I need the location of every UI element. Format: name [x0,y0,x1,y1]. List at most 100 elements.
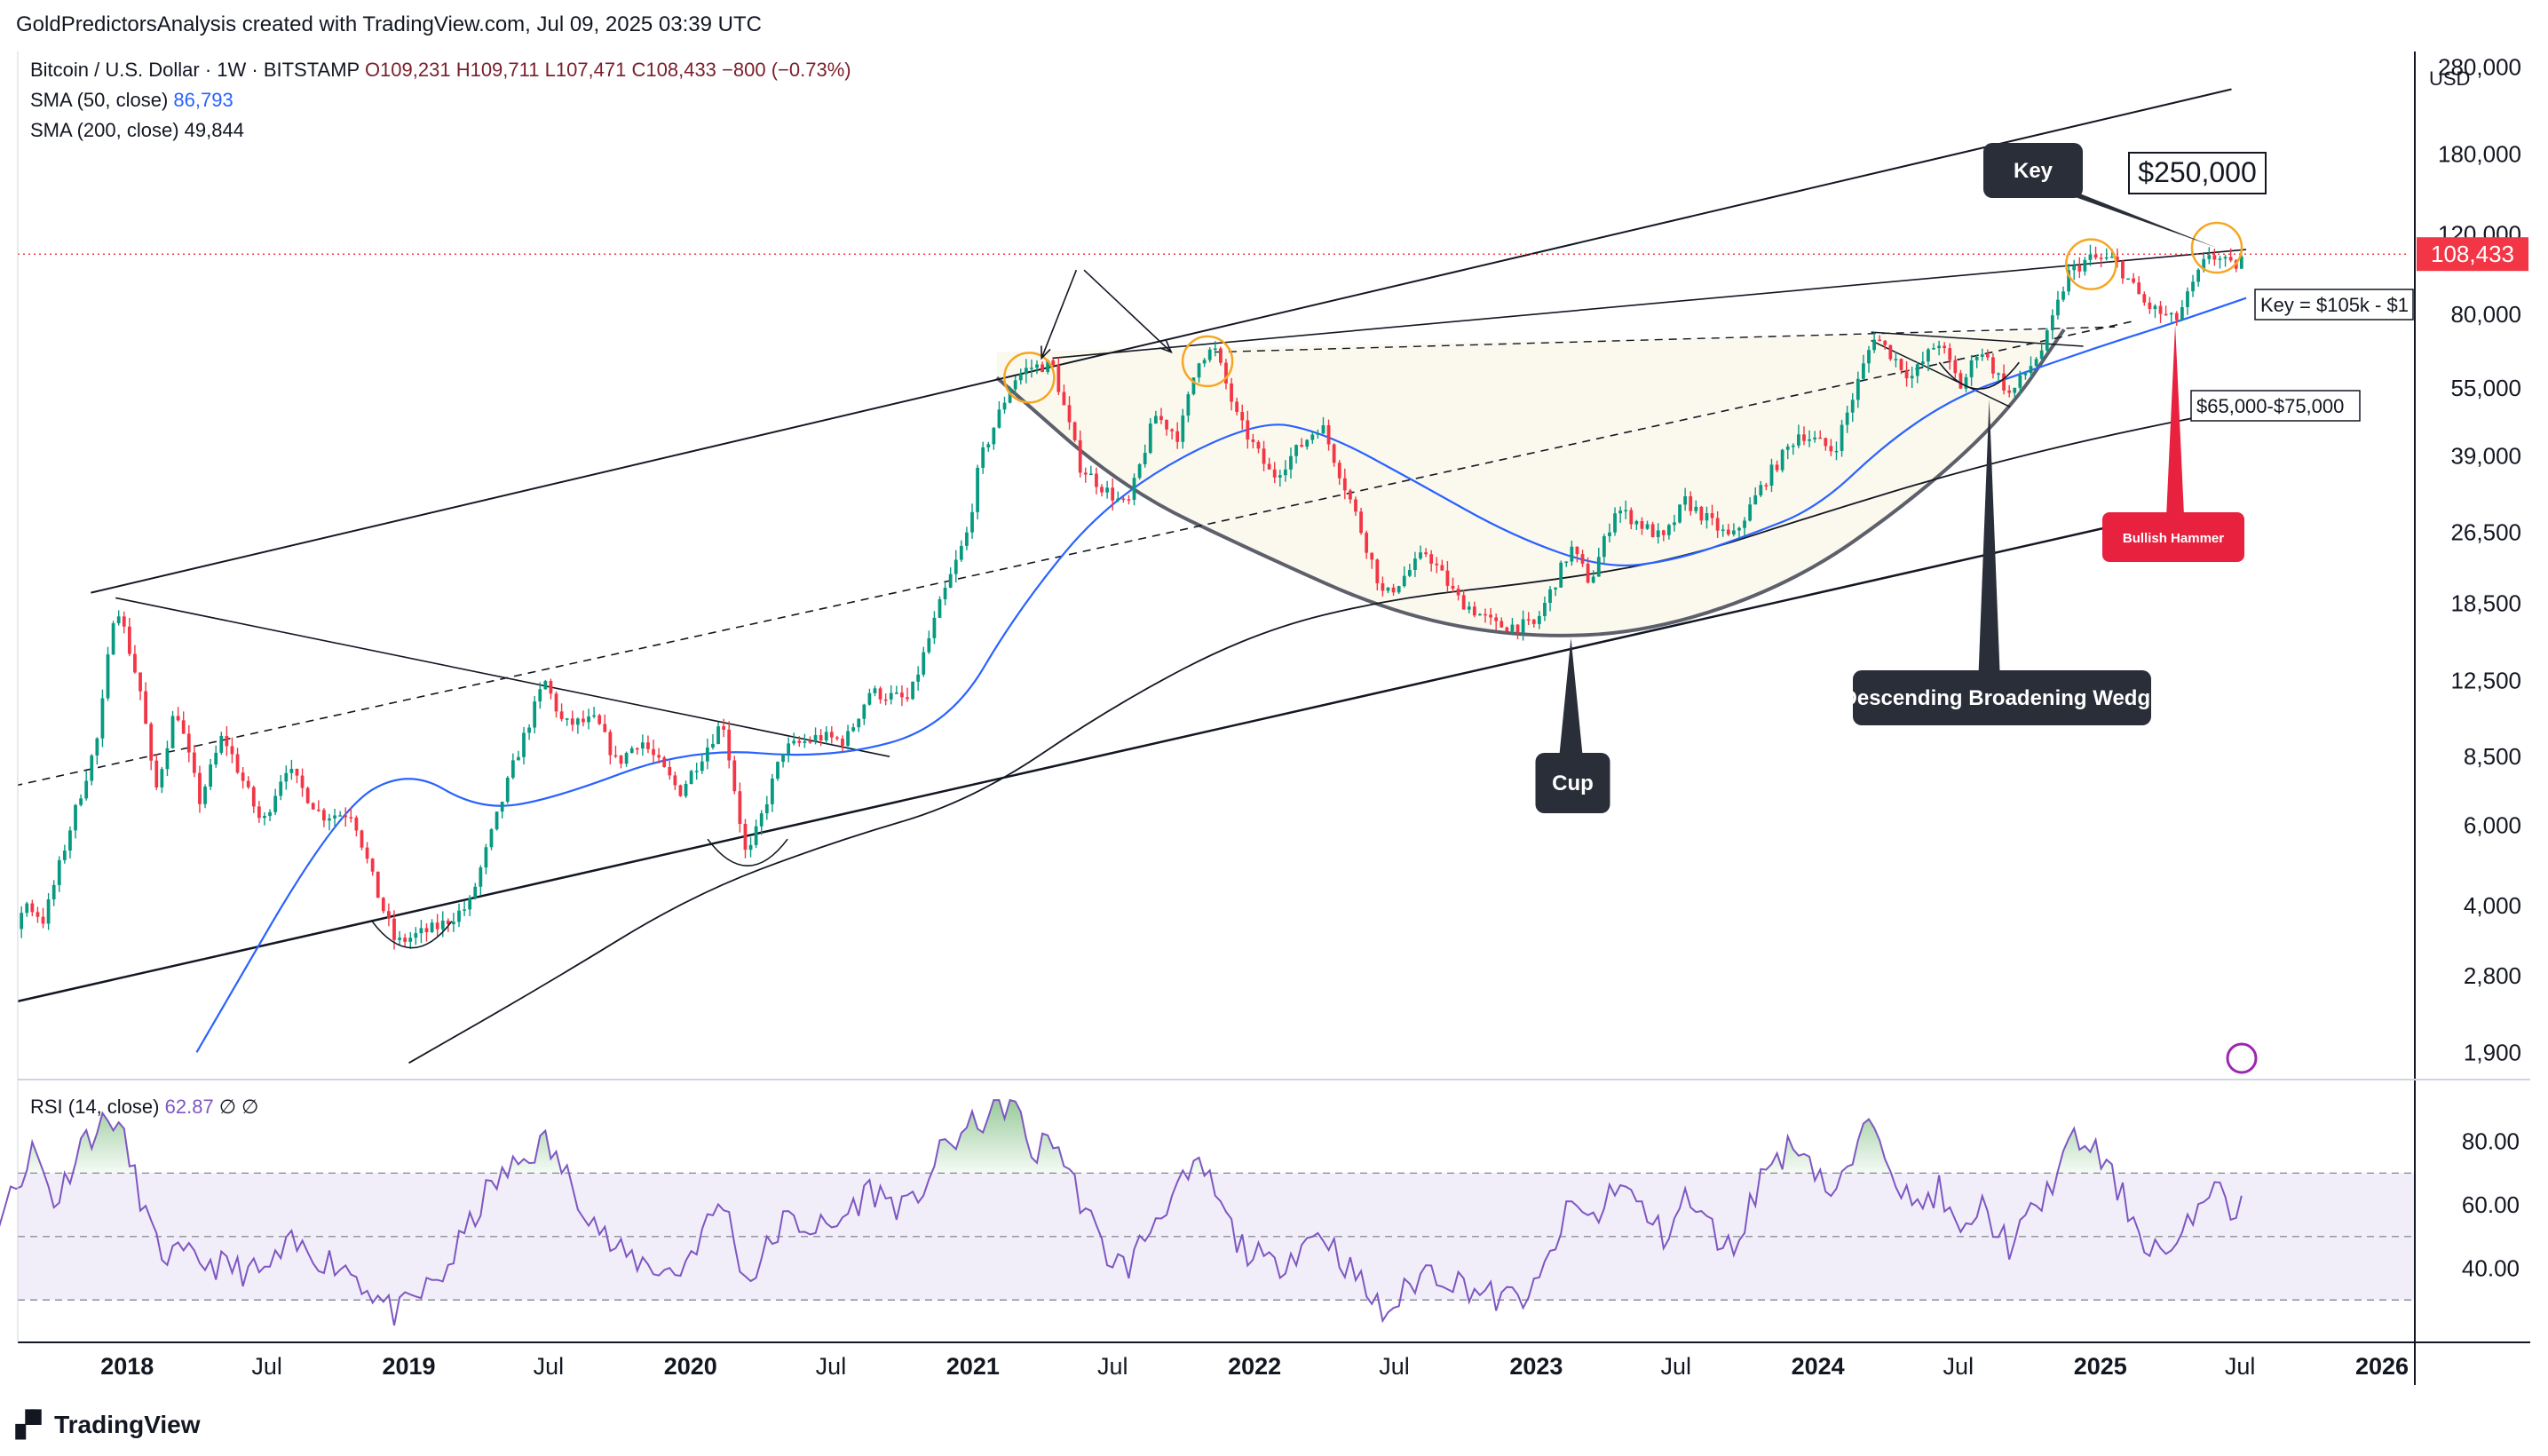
candle-body [759,813,764,827]
candle-body [14,929,18,958]
candle-body [732,760,737,792]
candle-body [1191,377,1196,395]
tradingview-logo[interactable]: ▞▘ TradingView [16,1410,201,1439]
candle-body [1580,554,1585,564]
candle-body [776,762,779,779]
candle-body [1753,495,1758,505]
candle-body [1575,546,1579,555]
candle-body [889,692,893,700]
candle-body [722,726,726,730]
y-tick-label: 180,000 [2438,141,2521,168]
x-tick-label: 2025 [2074,1353,2127,1380]
candle-body [446,921,450,924]
candle-body [176,716,180,721]
candle-body [1326,424,1331,445]
candle-body [1262,448,1266,464]
candle-body [2132,278,2136,283]
candle-body [2202,258,2206,270]
cup-rim-line [1052,249,2247,360]
candle-body [711,743,715,748]
lower-channel-line [18,513,2165,1003]
candle-body [473,886,478,898]
candle-body [387,911,391,919]
candle-body [1537,615,1541,624]
candle-body [251,787,256,807]
candle-body [613,755,618,757]
target-text: $250,000 [2138,156,2256,188]
candle-body [1656,530,1660,537]
candle-body [1186,394,1191,416]
candle-body [771,779,774,804]
candle-body [279,781,283,796]
candle-body [1661,530,1666,535]
candle-body [1943,345,1947,349]
candle-body [549,681,553,694]
candle-body [1596,557,1601,577]
ohlc-change: −800 (−0.73%) [722,59,851,81]
candle-body [1105,487,1109,493]
candle-body [1808,439,1811,441]
candle-body [328,818,331,821]
candle-body [2088,254,2093,260]
candle-body [376,871,380,898]
candle-body [424,928,429,932]
candle-body [1349,490,1352,500]
candle-body [1046,360,1050,372]
candle-body [1548,589,1552,604]
candle-body [2050,315,2054,330]
candle-body [1478,613,1482,616]
candle-body [1051,360,1056,366]
candle-body [479,867,483,887]
candle-body [1640,520,1644,529]
candle-body [1862,363,1865,379]
candle-body [430,922,434,932]
candle-body [295,768,299,776]
candle-body [2007,390,2012,393]
candle-body [2169,313,2173,315]
candle-body [608,732,613,756]
candle-body [1515,624,1520,633]
candle-body [738,791,742,825]
candle-body [349,817,353,819]
highlight-circle [2065,238,2117,290]
symbol-title: Bitcoin / U.S. Dollar · 1W · BITSTAMP [30,59,360,81]
candle-body [981,447,985,468]
key-label-box [1983,143,2083,198]
candle-body [582,718,585,723]
candle-body [1143,453,1147,464]
support-text: $65,000-$75,000 [2196,395,2344,417]
candle-body [160,769,164,787]
candle-body [1937,345,1941,349]
candle-body [640,742,645,749]
candle-body [2126,278,2130,281]
candle-body [970,511,974,533]
candle-body [1570,546,1574,562]
sma200-value: 49,844 [184,119,244,141]
candle-body [100,698,105,739]
candle-body [1888,344,1893,360]
candle-body [463,909,466,911]
candle-body [1354,499,1357,512]
candle-body [1526,619,1531,621]
candle-body [1559,562,1563,588]
candle-body [435,922,439,930]
candle-body [1456,589,1460,596]
wedge-bottom-line [1871,339,2011,408]
candle-body [635,748,639,750]
candle-body [1375,559,1380,583]
candle-body [2056,299,2060,316]
candle-body [684,783,688,796]
candle-body [1958,373,1963,389]
candle-body [911,681,914,700]
x-tick-label: 2024 [1792,1353,1845,1380]
candle-body [1472,606,1476,616]
candle-body [538,689,542,702]
candle-body [230,746,234,755]
candle-body [2115,257,2119,262]
candle-body [333,815,336,819]
candle-body [133,653,137,673]
candle-body [2153,305,2157,310]
rsi-value: 62.87 [164,1096,214,1118]
candle-body [316,809,320,811]
